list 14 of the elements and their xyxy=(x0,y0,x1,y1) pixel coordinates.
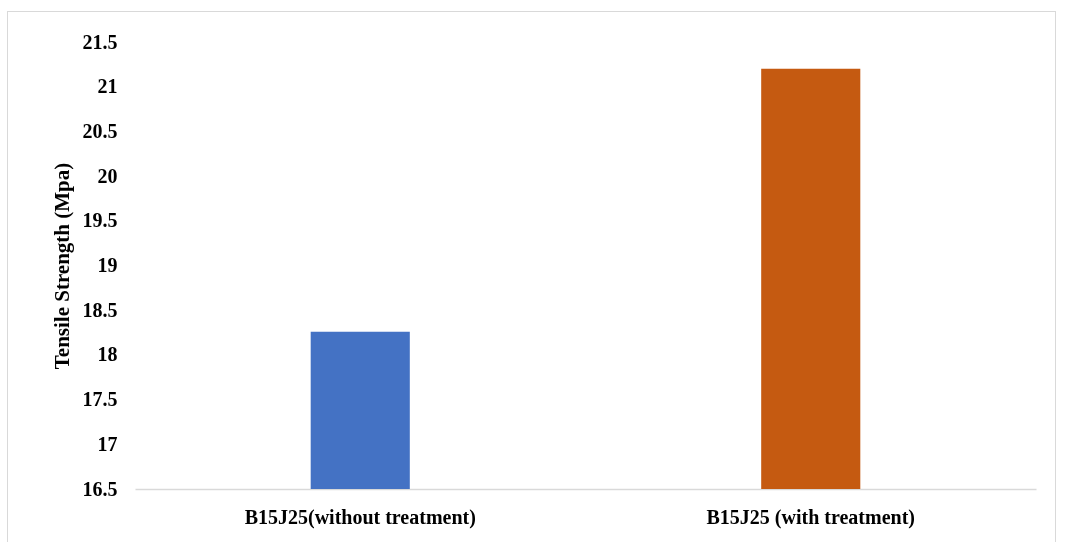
x-tick-label: B15J25 (with treatment) xyxy=(706,505,915,529)
y-tick-label: 20 xyxy=(97,164,118,187)
y-tick-label: 19.5 xyxy=(82,209,118,232)
y-tick-label: 17.5 xyxy=(82,388,118,411)
y-tick-label: 18.5 xyxy=(82,298,118,321)
y-tick-label: 16.5 xyxy=(82,477,118,500)
y-tick-label: 17 xyxy=(97,432,118,455)
y-tick-label: 20.5 xyxy=(82,119,118,142)
y-tick-label: 21 xyxy=(97,75,118,98)
x-tick-label: B15J25(without treatment) xyxy=(244,505,476,529)
y-tick-label: 19 xyxy=(97,254,118,276)
y-axis-title: Tensile Strength (Mpa) xyxy=(49,162,74,370)
y-tick-label: 18 xyxy=(97,343,118,366)
y-tick-label: 21.5 xyxy=(82,30,118,53)
